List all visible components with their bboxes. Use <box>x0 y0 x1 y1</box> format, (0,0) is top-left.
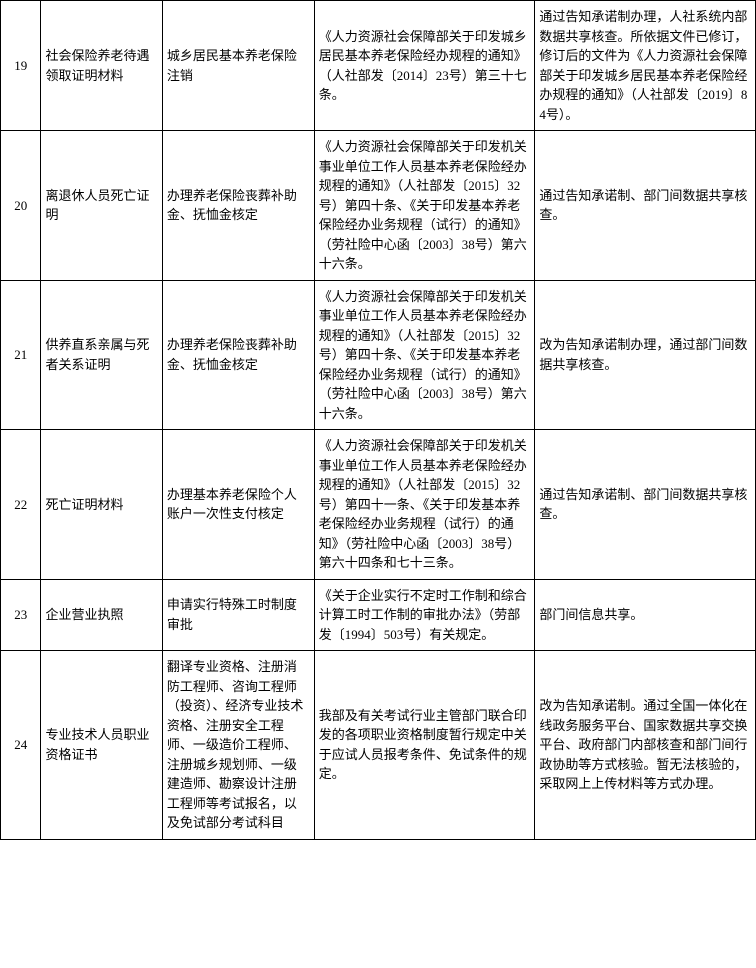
cell-item: 城乡居民基本养老保险注销 <box>162 1 314 131</box>
table-body: 19 社会保险养老待遇领取证明材料 城乡居民基本养老保险注销 《人力资源社会保障… <box>1 1 756 840</box>
cell-name: 供养直系亲属与死者关系证明 <box>41 280 162 430</box>
cell-method: 通过告知承诺制、部门间数据共享核查。 <box>535 430 756 580</box>
cell-num: 21 <box>1 280 41 430</box>
cell-item: 办理基本养老保险个人账户一次性支付核定 <box>162 430 314 580</box>
table-row: 24 专业技术人员职业资格证书 翻译专业资格、注册消防工程师、咨询工程师（投资）… <box>1 651 756 840</box>
cell-name: 死亡证明材料 <box>41 430 162 580</box>
table-row: 21 供养直系亲属与死者关系证明 办理养老保险丧葬补助金、抚恤金核定 《人力资源… <box>1 280 756 430</box>
cell-item: 申请实行特殊工时制度审批 <box>162 579 314 651</box>
cell-basis: 《关于企业实行不定时工作制和综合计算工时工作制的审批办法》（劳部发〔1994〕5… <box>314 579 535 651</box>
cell-name: 专业技术人员职业资格证书 <box>41 651 162 840</box>
cell-method: 改为告知承诺制。通过全国一体化在线政务服务平台、国家数据共享交换平台、政府部门内… <box>535 651 756 840</box>
cell-basis: 我部及有关考试行业主管部门联合印发的各项职业资格制度暂行规定中关于应试人员报考条… <box>314 651 535 840</box>
cell-method: 部门间信息共享。 <box>535 579 756 651</box>
table-row: 19 社会保险养老待遇领取证明材料 城乡居民基本养老保险注销 《人力资源社会保障… <box>1 1 756 131</box>
cell-basis: 《人力资源社会保障部关于印发城乡居民基本养老保险经办规程的通知》（人社部发〔20… <box>314 1 535 131</box>
cell-num: 19 <box>1 1 41 131</box>
cell-num: 24 <box>1 651 41 840</box>
cell-num: 20 <box>1 131 41 281</box>
cell-name: 社会保险养老待遇领取证明材料 <box>41 1 162 131</box>
cell-num: 22 <box>1 430 41 580</box>
cell-method: 通过告知承诺制办理，人社系统内部数据共享核查。所依据文件已修订，修订后的文件为《… <box>535 1 756 131</box>
cell-item: 办理养老保险丧葬补助金、抚恤金核定 <box>162 131 314 281</box>
table-row: 22 死亡证明材料 办理基本养老保险个人账户一次性支付核定 《人力资源社会保障部… <box>1 430 756 580</box>
cell-item: 翻译专业资格、注册消防工程师、咨询工程师（投资）、经济专业技术资格、注册安全工程… <box>162 651 314 840</box>
cell-basis: 《人力资源社会保障部关于印发机关事业单位工作人员基本养老保险经办规程的通知》（人… <box>314 131 535 281</box>
table-row: 23 企业营业执照 申请实行特殊工时制度审批 《关于企业实行不定时工作制和综合计… <box>1 579 756 651</box>
table-row: 20 离退休人员死亡证明 办理养老保险丧葬补助金、抚恤金核定 《人力资源社会保障… <box>1 131 756 281</box>
cell-name: 离退休人员死亡证明 <box>41 131 162 281</box>
cell-method: 改为告知承诺制办理，通过部门间数据共享核查。 <box>535 280 756 430</box>
cell-name: 企业营业执照 <box>41 579 162 651</box>
cell-num: 23 <box>1 579 41 651</box>
cell-method: 通过告知承诺制、部门间数据共享核查。 <box>535 131 756 281</box>
cell-item: 办理养老保险丧葬补助金、抚恤金核定 <box>162 280 314 430</box>
data-table: 19 社会保险养老待遇领取证明材料 城乡居民基本养老保险注销 《人力资源社会保障… <box>0 0 756 840</box>
cell-basis: 《人力资源社会保障部关于印发机关事业单位工作人员基本养老保险经办规程的通知》（人… <box>314 430 535 580</box>
cell-basis: 《人力资源社会保障部关于印发机关事业单位工作人员基本养老保险经办规程的通知》（人… <box>314 280 535 430</box>
